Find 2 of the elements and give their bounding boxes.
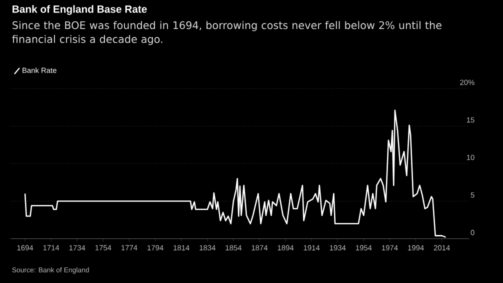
chart-title: Bank of England Base Rate	[12, 4, 147, 15]
chart-subtitle: Since the BOE was founded in 1694, borrowing costs never fell below 2% until the financial crisis a decade ago.	[12, 20, 442, 45]
